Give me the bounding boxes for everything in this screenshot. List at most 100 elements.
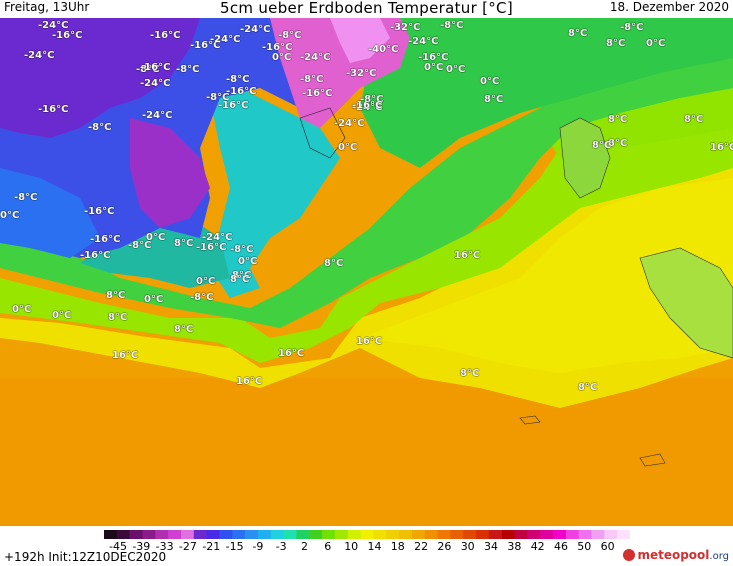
color-scale-swatch	[129, 530, 143, 539]
color-scale-swatch	[334, 530, 349, 539]
field-green	[0, 38, 733, 328]
map-title: 5cm ueber Erdboden Temperatur [°C]	[220, 0, 513, 17]
label-minus8-w1: -8°C	[14, 192, 38, 203]
label-0-ne6: 0°C	[480, 76, 500, 87]
color-scale-bar	[104, 530, 630, 539]
valid-date-label: 18. Dezember 2020	[609, 0, 729, 14]
color-scale-tick-label: -27	[178, 540, 197, 553]
color-scale-tick-label: 2	[301, 540, 308, 553]
label-minus8-c5: -8°C	[226, 74, 250, 85]
color-scale-tick-label: 34	[484, 540, 498, 553]
color-scale-swatch	[437, 530, 451, 539]
color-scale-swatch	[142, 530, 156, 539]
color-scale-swatch	[219, 530, 233, 539]
label-minus24-w8: -24°C	[202, 232, 233, 243]
label-minus24-n3: -24°C	[210, 34, 241, 45]
color-scale-tick-label: 30	[460, 540, 475, 553]
color-scale-tick-label: 42	[530, 540, 545, 553]
color-scale-swatch	[155, 530, 169, 539]
color-scale-swatch	[180, 530, 195, 539]
label-0-w16: 0°C	[12, 304, 32, 315]
label-0-n7: 0°C	[272, 52, 292, 63]
label-minus24-g3: -24°C	[408, 36, 439, 47]
header-bar: Freitag, 13Uhr 5cm ueber Erdboden Temper…	[0, 0, 733, 18]
color-scale-swatch	[578, 530, 593, 539]
color-scale-tick-label: 50	[577, 540, 592, 553]
color-scale-swatch	[232, 530, 246, 539]
label-0-c17: 0°C	[338, 142, 358, 153]
field-lime	[0, 118, 733, 363]
color-scale-swatch	[116, 530, 131, 539]
label-8-c20: 8°C	[230, 274, 250, 285]
color-scale-swatch	[206, 530, 220, 539]
color-scale-swatch	[527, 530, 541, 539]
label-8-e4: 8°C	[592, 140, 612, 151]
label-minus16-w12: -16°C	[80, 250, 111, 261]
color-scale-swatch	[565, 530, 580, 539]
label-minus24-c9: -24°C	[142, 110, 173, 121]
land-canary	[639, 453, 666, 467]
color-scale-swatch	[193, 530, 208, 539]
label-0-w17: 0°C	[52, 310, 72, 321]
label-0-c19: 0°C	[196, 276, 216, 287]
color-scale-tick-label: -9	[252, 540, 264, 553]
temperature-map: -24°C -16°C -24°C -16°C -16°C -24°C -24°C -16°C…	[0, 18, 733, 526]
color-scale-swatch	[168, 530, 182, 539]
color-scale-swatch	[411, 530, 426, 539]
label-minus16-c11: -16°C	[302, 88, 333, 99]
color-scale-tick-label: 60	[600, 540, 615, 553]
label-minus16-c7: -16°C	[218, 100, 249, 111]
label-16-s4: 16°C	[236, 376, 263, 387]
label-16-s1: 16°C	[454, 250, 481, 261]
color-scale-tick-label: -39	[132, 540, 151, 553]
color-scale-swatch	[617, 530, 630, 539]
label-minus16-w9: -16°C	[196, 242, 227, 253]
label-minus8-w5: -8°C	[128, 240, 152, 251]
label-0-w11: 0°C	[238, 256, 258, 267]
label-minus8-c3: -8°C	[176, 64, 200, 75]
color-scale-swatch	[476, 530, 490, 539]
color-scale-swatch	[553, 530, 567, 539]
label-16-e6: 16°C	[710, 142, 733, 153]
label-0-w2: 0°C	[0, 210, 20, 221]
label-8-c21: 8°C	[324, 258, 344, 269]
field-blue-light	[0, 168, 100, 258]
label-16-s2: 16°C	[278, 348, 305, 359]
label-8-ne8: 8°C	[608, 114, 628, 125]
color-scale-swatch	[360, 530, 374, 539]
label-minus40-g4: -40°C	[368, 44, 399, 55]
label-minus8-c15: -8°C	[88, 122, 112, 133]
field-purple-c	[130, 118, 210, 228]
label-8-e3: 8°C	[608, 138, 628, 149]
label-minus32-g7: -32°C	[346, 68, 377, 79]
logo-text: meteopool	[637, 548, 710, 562]
label-minus8-c1: -8°C	[136, 64, 160, 75]
color-scale-swatch	[347, 530, 362, 539]
color-scale-tick-label: 14	[367, 540, 382, 553]
label-minus8-n6: -8°C	[278, 30, 302, 41]
label-minus8-w13: -8°C	[190, 292, 214, 303]
land-azores	[519, 415, 541, 425]
land-iberia	[639, 247, 733, 359]
logo[interactable]: meteopool.org	[623, 548, 729, 562]
valid-time-label: Freitag, 13Uhr	[4, 0, 90, 14]
label-minus16-n1: -16°C	[150, 30, 181, 41]
label-minus32-g1: -32°C	[390, 22, 421, 33]
color-scale-swatch	[450, 530, 464, 539]
label-minus8-ne3: -8°C	[620, 22, 644, 33]
color-scale-swatch	[488, 530, 503, 539]
label-8-e2: 8°C	[578, 382, 598, 393]
label-minus16-n5: -16°C	[262, 42, 293, 53]
label-16-s5: 16°C	[356, 336, 383, 347]
color-scale-tick-label: -15	[225, 540, 244, 553]
color-scale-tick-label: 6	[324, 540, 332, 553]
label-16-s3: 16°C	[112, 350, 139, 361]
label-minus8-c8: -8°C	[206, 92, 230, 103]
color-scale-tick-label: -21	[202, 540, 221, 553]
color-scale-tick-label: -33	[155, 540, 174, 553]
land-british-isles	[559, 117, 611, 199]
color-scale-swatch	[373, 530, 387, 539]
label-minus24-nw1: -24°C	[38, 20, 69, 31]
color-scale-swatch	[424, 530, 439, 539]
run-info: +192h Init:12Z10DEC2020	[4, 550, 167, 564]
